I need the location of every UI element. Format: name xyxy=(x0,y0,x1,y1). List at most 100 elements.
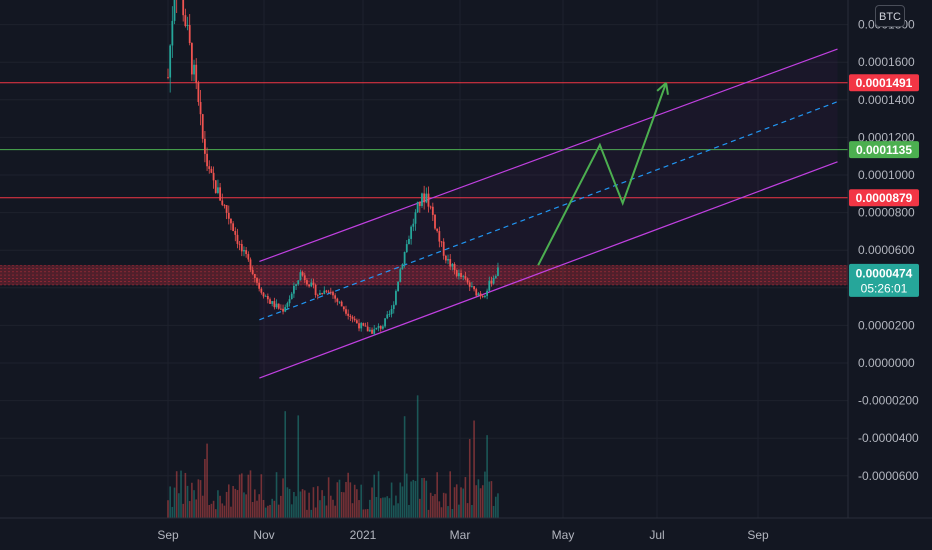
candle-body xyxy=(386,314,389,319)
volume-bar xyxy=(382,497,384,518)
volume-bar xyxy=(301,489,304,518)
candle-body xyxy=(397,281,399,292)
volume-bar xyxy=(182,503,184,518)
candle-body xyxy=(345,309,347,314)
candle-body xyxy=(401,264,404,270)
candle-body xyxy=(492,277,495,284)
candle-body xyxy=(271,301,274,304)
volume-bar xyxy=(423,477,425,518)
volume-bar xyxy=(486,435,488,518)
candle-body xyxy=(347,313,350,316)
y-tick-label: 0.0001600 xyxy=(858,55,915,69)
candle-body xyxy=(440,241,443,243)
candle-body xyxy=(290,293,293,300)
candle-body xyxy=(245,250,248,255)
volume-bar xyxy=(219,495,221,518)
candle-body xyxy=(418,201,421,206)
candle-body xyxy=(256,277,258,283)
volume-bar xyxy=(327,477,330,518)
volume-bar xyxy=(227,484,230,518)
volume-bar xyxy=(388,498,391,518)
candle-body xyxy=(453,263,456,271)
candle-body xyxy=(462,276,465,278)
volume-bar xyxy=(371,487,373,518)
volume-bar xyxy=(379,498,382,518)
volume-bar xyxy=(390,482,393,518)
volume-bar xyxy=(360,484,362,518)
support-zone xyxy=(0,264,848,286)
price-axis[interactable]: 0.00020000.00018000.00016000.00014000.00… xyxy=(858,0,919,483)
volume-bar xyxy=(299,491,302,518)
volume-bar xyxy=(347,472,349,518)
parallel-channel[interactable] xyxy=(259,48,838,379)
candle-body xyxy=(332,291,334,296)
volume-bar xyxy=(247,474,250,518)
volume-bar xyxy=(303,490,306,518)
candle-body xyxy=(384,318,386,327)
candle-body xyxy=(277,303,280,309)
candle-body xyxy=(262,292,265,297)
symbol-badge[interactable]: BTC xyxy=(875,5,905,27)
volume-bar xyxy=(416,395,419,518)
volume-bar xyxy=(397,503,399,518)
candle-body xyxy=(282,308,284,312)
volume-bar xyxy=(434,494,436,518)
volume-bar xyxy=(293,492,295,518)
candle-body xyxy=(460,273,462,277)
candle-body xyxy=(299,272,302,281)
candle-body xyxy=(279,308,282,310)
candle-body xyxy=(217,187,219,193)
candle-body xyxy=(251,269,254,275)
candle-body xyxy=(468,282,471,287)
volume-bar xyxy=(334,505,336,518)
volume-bar xyxy=(369,499,371,518)
candle-body xyxy=(429,206,432,208)
current-price-label: 0.0000474 xyxy=(856,266,913,280)
candle-body xyxy=(473,286,475,290)
volume-bar xyxy=(442,492,445,518)
price-tags: 0.0001491 0.0001135 0.0000879 0.000047405:2… xyxy=(849,74,919,297)
volume-bar xyxy=(419,498,421,518)
candle-body xyxy=(403,252,406,265)
candle-body xyxy=(232,223,235,232)
volume-bar xyxy=(386,496,389,518)
level-tag-bg xyxy=(849,189,919,207)
volume-bar xyxy=(245,494,247,518)
volume-bar xyxy=(366,509,369,518)
candle-body xyxy=(293,285,295,294)
volume-bar xyxy=(197,479,200,518)
volume-bar xyxy=(414,480,417,518)
volume-bar xyxy=(186,485,189,518)
candle-body xyxy=(190,43,193,75)
time-axis[interactable]: Sep Nov 2021 Mar May Jul Sep xyxy=(157,528,769,542)
volume-bar xyxy=(458,504,460,518)
candle-body xyxy=(486,290,489,296)
volume-bar xyxy=(230,506,232,518)
volume-bar xyxy=(349,482,352,518)
volume-bar xyxy=(199,480,202,518)
y-tick-label: -0.0000200 xyxy=(858,394,919,408)
volume-bar xyxy=(353,484,356,518)
volume-bar xyxy=(384,497,386,518)
candle-body xyxy=(421,193,423,206)
volume-bar xyxy=(275,472,278,518)
volume-bar xyxy=(471,505,473,518)
candle-body xyxy=(286,303,289,308)
volume-bar xyxy=(238,474,241,518)
projection-arrow[interactable] xyxy=(537,82,669,266)
volume-bar xyxy=(297,415,300,518)
candle-body xyxy=(219,187,221,201)
candle-body xyxy=(182,0,185,16)
level-tag: 0.0001491 xyxy=(856,76,913,90)
candlesticks xyxy=(167,0,499,336)
x-tick-label: 2021 xyxy=(350,528,377,542)
candle-body xyxy=(312,282,315,285)
candle-body xyxy=(234,231,237,235)
volume-bar xyxy=(481,485,484,518)
candle-body xyxy=(264,295,267,297)
volume-bar xyxy=(167,500,169,518)
y-tick-label: 0.0000000 xyxy=(858,356,915,370)
level-tag: 0.0000879 xyxy=(856,191,913,205)
volume-bar xyxy=(343,492,345,518)
